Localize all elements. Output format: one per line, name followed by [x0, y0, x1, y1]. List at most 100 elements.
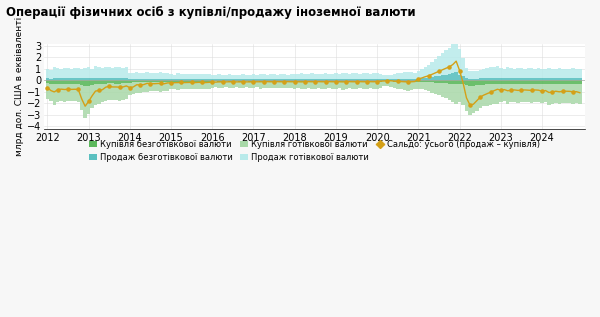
Bar	[575, 84, 578, 103]
Bar	[304, 81, 307, 82]
Bar	[272, 74, 276, 79]
Bar	[544, 78, 547, 81]
Bar	[155, 73, 159, 79]
Bar	[516, 78, 520, 81]
Point	[331, 79, 341, 84]
Bar	[410, 79, 413, 81]
Point	[53, 87, 62, 92]
Bar	[169, 82, 173, 89]
Bar	[376, 79, 379, 81]
Bar	[400, 79, 403, 81]
Bar	[424, 78, 427, 81]
Bar	[307, 74, 310, 79]
Bar	[163, 73, 166, 79]
Bar	[317, 81, 320, 88]
Bar	[551, 84, 554, 104]
Bar	[372, 81, 376, 82]
Bar	[139, 79, 142, 81]
Bar	[121, 68, 125, 78]
Bar	[358, 82, 362, 88]
Bar	[101, 84, 104, 102]
Bar	[259, 81, 262, 82]
Bar	[533, 69, 537, 78]
Bar	[547, 81, 551, 84]
Bar	[355, 81, 358, 82]
Bar	[279, 74, 283, 79]
Bar	[382, 81, 386, 87]
Point	[280, 79, 289, 84]
Bar	[159, 82, 163, 92]
Bar	[152, 79, 155, 81]
Bar	[115, 78, 118, 81]
Bar	[413, 82, 416, 89]
Bar	[87, 81, 91, 86]
Bar	[224, 80, 228, 81]
Bar	[458, 74, 461, 81]
Bar	[310, 82, 314, 89]
Point	[341, 79, 351, 84]
Bar	[70, 78, 73, 81]
Point	[465, 102, 475, 107]
Bar	[475, 79, 479, 81]
Bar	[324, 82, 328, 89]
Bar	[46, 83, 49, 100]
Bar	[410, 72, 413, 79]
Bar	[211, 79, 214, 81]
Bar	[368, 74, 372, 79]
Bar	[348, 79, 352, 81]
Bar	[317, 74, 320, 79]
Bar	[77, 84, 80, 102]
Bar	[331, 79, 334, 81]
Point	[455, 68, 464, 73]
Bar	[578, 81, 581, 84]
Bar	[293, 81, 296, 82]
Bar	[368, 82, 372, 88]
Bar	[396, 73, 400, 79]
Bar	[152, 81, 155, 82]
Bar	[533, 84, 537, 101]
Bar	[193, 81, 197, 82]
Bar	[392, 79, 396, 81]
Bar	[444, 50, 448, 74]
Bar	[413, 81, 416, 82]
Bar	[224, 81, 228, 87]
Bar	[413, 73, 416, 79]
Bar	[173, 81, 176, 82]
Bar	[73, 81, 77, 84]
Bar	[80, 69, 83, 78]
Bar	[551, 78, 554, 81]
Bar	[427, 65, 430, 78]
Bar	[472, 79, 475, 81]
Bar	[334, 81, 338, 82]
Bar	[547, 78, 551, 81]
Bar	[386, 81, 389, 86]
Bar	[489, 81, 492, 84]
Bar	[379, 81, 382, 88]
Point	[403, 79, 413, 84]
Bar	[279, 81, 283, 88]
Bar	[320, 82, 324, 88]
Bar	[571, 81, 575, 84]
Bar	[77, 68, 80, 78]
Bar	[568, 81, 571, 84]
Point	[125, 85, 134, 90]
Bar	[520, 84, 523, 102]
Bar	[565, 69, 568, 78]
Bar	[482, 81, 485, 85]
Bar	[214, 80, 217, 81]
Bar	[424, 82, 427, 90]
Bar	[118, 84, 121, 101]
Bar	[296, 79, 300, 81]
Bar	[286, 81, 290, 87]
Bar	[266, 81, 269, 87]
Bar	[578, 69, 581, 78]
Bar	[451, 81, 454, 84]
Bar	[561, 81, 565, 84]
Bar	[578, 78, 581, 81]
Bar	[77, 78, 80, 81]
Bar	[166, 79, 169, 81]
Point	[558, 89, 568, 94]
Bar	[368, 79, 372, 81]
Bar	[183, 74, 187, 79]
Bar	[283, 79, 286, 81]
